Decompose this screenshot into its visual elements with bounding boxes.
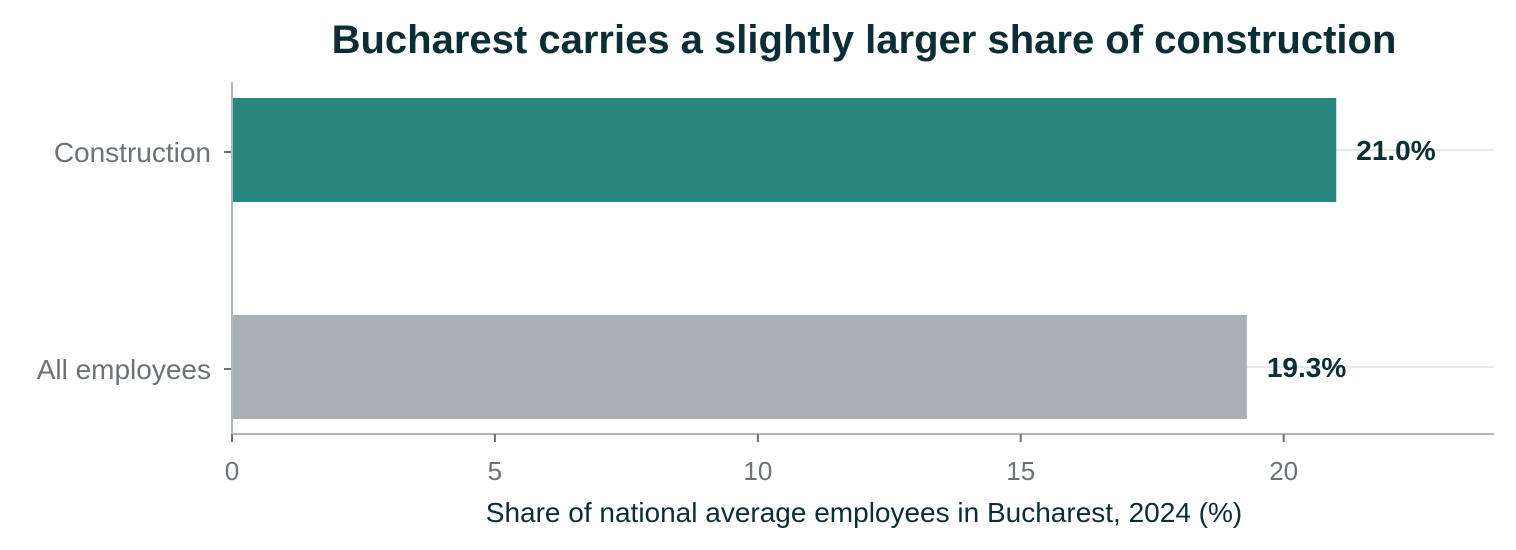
x-tick-label: 0 bbox=[225, 456, 239, 486]
x-axis-label: Share of national average employees in B… bbox=[486, 497, 1242, 528]
value-label: 21.0% bbox=[1356, 135, 1435, 166]
chart-title: Bucharest carries a slightly larger shar… bbox=[332, 18, 1397, 62]
value-label: 19.3% bbox=[1267, 352, 1346, 383]
x-tick-label: 10 bbox=[743, 456, 772, 486]
labels: 21.0% Construction 19.3% All employees 0 5 10 1… bbox=[37, 135, 1436, 486]
x-tick-label: 15 bbox=[1006, 456, 1035, 486]
bar-all-employees bbox=[232, 315, 1247, 419]
x-tick-label: 5 bbox=[488, 456, 502, 486]
category-label: All employees bbox=[37, 354, 211, 385]
x-tick-label: 20 bbox=[1269, 456, 1298, 486]
category-label: Construction bbox=[54, 137, 211, 168]
axes bbox=[224, 82, 1494, 442]
bar-construction bbox=[232, 98, 1337, 202]
bars bbox=[232, 98, 1337, 419]
